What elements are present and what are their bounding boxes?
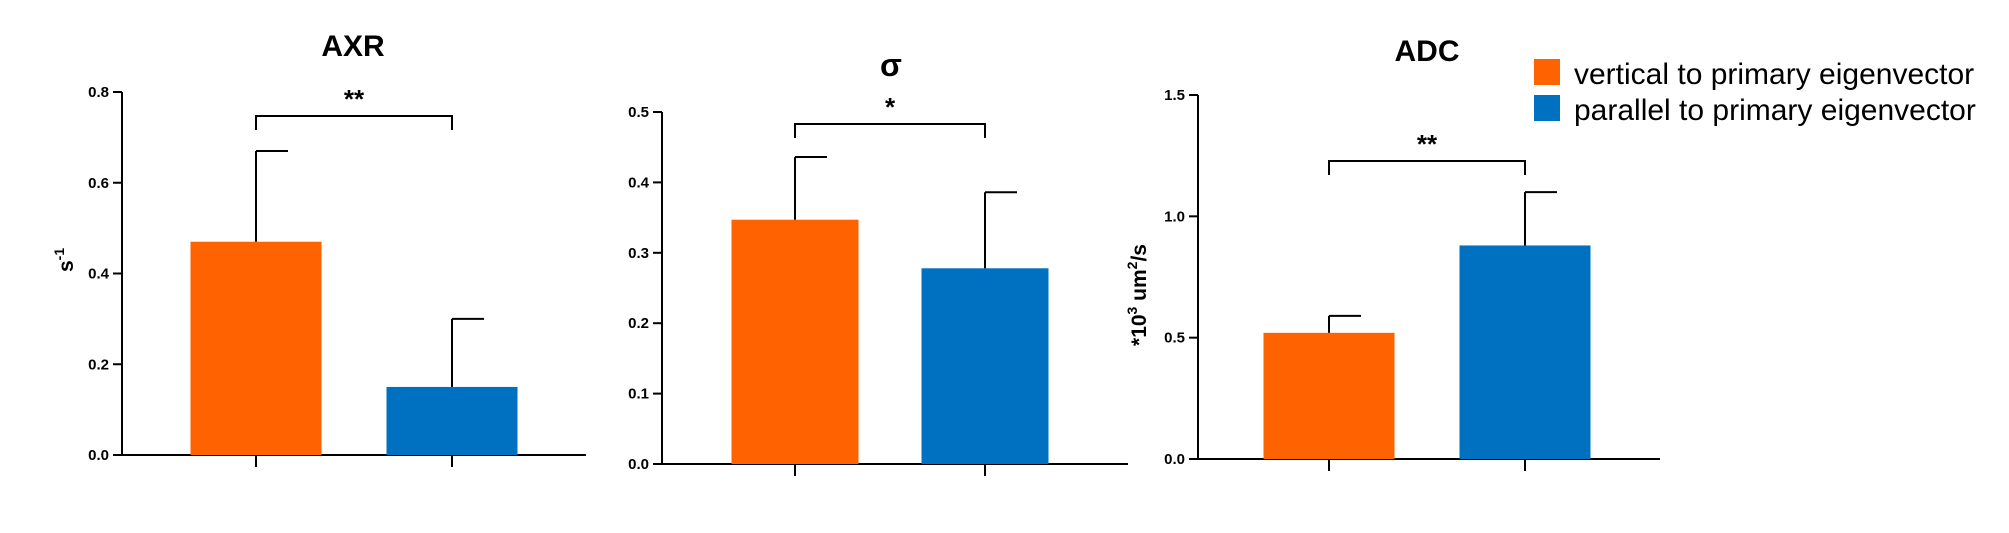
plot-area: 0.0 0.2 0.4 0.6 0.8 ** 0.0 0.1 0.2 0.3 0.4 0.5 * 0.0 0… <box>88 84 1660 476</box>
y-axis-label-end: /s <box>1128 244 1151 262</box>
bar <box>731 219 859 464</box>
bar <box>190 241 322 455</box>
y-axis-label-mid: um <box>1128 269 1151 306</box>
chart-panel-axr: AXR s-1 <box>51 30 385 272</box>
y-axis-label-base: s <box>55 260 78 272</box>
chart-title: AXR <box>321 30 385 63</box>
y-tick-label: 0.4 <box>88 266 110 283</box>
legend-label-vertical: vertical to primary eigenvector <box>1574 58 1974 91</box>
y-tick-label: 0.1 <box>628 386 649 403</box>
bar <box>1459 245 1591 459</box>
y-axis-label-base: *10 <box>1128 314 1151 346</box>
y-tick-label: 0.2 <box>628 315 649 332</box>
y-tick-label: 0.5 <box>1164 330 1185 347</box>
legend-label-parallel: parallel to primary eigenvector <box>1574 94 1976 127</box>
significance-bracket <box>794 123 986 138</box>
y-tick-label: 1.0 <box>1164 208 1185 225</box>
chart-panel-sigma: σ <box>880 47 902 83</box>
significance-bracket <box>1328 160 1526 175</box>
y-tick-label: 0.4 <box>628 174 650 191</box>
significance-bracket <box>255 115 453 130</box>
chart-title: σ <box>880 47 902 83</box>
bar <box>921 268 1049 464</box>
y-axis-label: *103 um2/s <box>1124 244 1151 346</box>
chart-panel-adc: ADC *103 um2/s <box>1124 35 1460 346</box>
y-tick-label: 0.3 <box>628 245 649 262</box>
significance-label: ** <box>1417 129 1438 159</box>
y-tick-label: 1.5 <box>1164 87 1185 104</box>
legend-swatch-vertical <box>1534 59 1560 85</box>
y-axis-label-sup: -1 <box>51 248 67 261</box>
y-tick-label: 0.6 <box>88 175 109 192</box>
y-axis-label-sup2: 2 <box>1124 261 1140 269</box>
significance-label: * <box>885 92 896 122</box>
y-axis-label-sup: 3 <box>1124 306 1140 314</box>
chart-title: ADC <box>1395 35 1460 68</box>
bar <box>1263 332 1395 459</box>
y-tick-label: 0.5 <box>628 104 649 121</box>
y-tick-label: 0.0 <box>628 456 649 473</box>
legend: vertical to primary eigenvector parallel… <box>1534 58 1976 127</box>
y-tick-label: 0.8 <box>88 84 109 101</box>
significance-label: ** <box>344 84 365 114</box>
legend-swatch-parallel <box>1534 95 1560 121</box>
y-axis-label: s-1 <box>51 248 78 272</box>
bar <box>386 386 518 455</box>
y-tick-label: 0.0 <box>88 447 109 464</box>
y-tick-label: 0.2 <box>88 356 109 373</box>
y-tick-label: 0.0 <box>1164 451 1185 468</box>
